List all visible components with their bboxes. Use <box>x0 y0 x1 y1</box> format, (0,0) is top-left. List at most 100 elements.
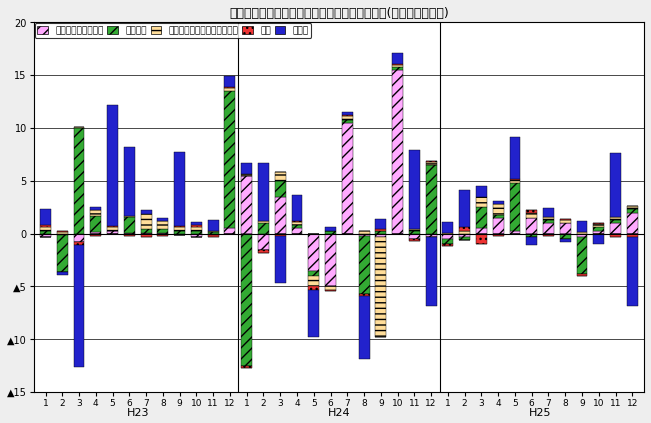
Bar <box>242 233 252 366</box>
Bar <box>627 213 638 233</box>
Bar <box>526 211 537 213</box>
Bar <box>74 128 85 233</box>
Bar <box>174 231 185 233</box>
Bar <box>526 218 537 233</box>
Bar <box>57 231 68 233</box>
Bar <box>476 207 487 228</box>
Bar <box>359 296 370 360</box>
Bar <box>292 195 303 221</box>
Bar <box>560 220 571 223</box>
Bar <box>593 233 604 244</box>
Bar <box>292 222 303 225</box>
Bar <box>476 186 487 197</box>
Bar <box>74 245 85 367</box>
Bar <box>208 220 219 231</box>
Bar <box>292 225 303 228</box>
Bar <box>476 228 487 233</box>
Bar <box>443 244 453 246</box>
Bar <box>459 231 470 233</box>
Bar <box>577 274 587 276</box>
Bar <box>459 237 470 240</box>
Bar <box>426 161 437 162</box>
Bar <box>174 233 185 235</box>
Bar <box>493 215 504 218</box>
Bar <box>577 221 587 231</box>
Bar <box>107 227 118 231</box>
Bar <box>124 217 135 233</box>
Bar <box>476 197 487 207</box>
Bar <box>543 233 554 236</box>
Bar <box>426 233 437 237</box>
Bar <box>124 147 135 216</box>
Bar <box>610 223 621 233</box>
Bar <box>158 233 169 236</box>
Bar <box>409 229 420 231</box>
Title: 三重県鉱工業生産の業種別前月比寄与度の推移(季節調整済指数): 三重県鉱工業生産の業種別前月比寄与度の推移(季節調整済指数) <box>229 7 449 20</box>
Bar <box>107 226 118 227</box>
Bar <box>493 201 504 204</box>
Bar <box>225 88 236 91</box>
Bar <box>74 242 85 245</box>
Bar <box>208 233 219 235</box>
Bar <box>90 207 102 211</box>
Bar <box>40 227 51 231</box>
Bar <box>325 231 336 233</box>
Bar <box>342 112 353 115</box>
Bar <box>543 223 554 233</box>
Bar <box>443 239 453 244</box>
Bar <box>191 227 202 231</box>
Bar <box>409 239 420 241</box>
Bar <box>409 233 420 239</box>
Bar <box>543 220 554 223</box>
Bar <box>560 219 571 220</box>
Bar <box>577 237 587 274</box>
Bar <box>242 173 252 176</box>
Bar <box>107 231 118 233</box>
Bar <box>325 233 336 286</box>
Bar <box>342 116 353 120</box>
Bar <box>191 231 202 233</box>
Bar <box>409 150 420 229</box>
Bar <box>40 233 51 237</box>
Bar <box>57 233 68 235</box>
Bar <box>392 70 403 233</box>
Bar <box>459 190 470 227</box>
Bar <box>426 165 437 233</box>
Bar <box>208 235 219 237</box>
Bar <box>426 162 437 165</box>
Bar <box>376 219 386 229</box>
Bar <box>258 250 269 253</box>
Bar <box>493 218 504 233</box>
Bar <box>258 223 269 233</box>
Bar <box>208 231 219 233</box>
Bar <box>342 123 353 233</box>
Bar <box>57 272 68 275</box>
Bar <box>510 183 520 231</box>
Bar <box>376 237 386 337</box>
Bar <box>459 227 470 231</box>
Bar <box>593 224 604 227</box>
Text: H24: H24 <box>327 408 350 418</box>
Bar <box>376 233 386 237</box>
Bar <box>459 233 470 237</box>
Legend: 電子部品・デバイス, 輸送機械, はん用・生産用・業務用機械, 化学, その他: 電子部品・デバイス, 輸送機械, はん用・生産用・業務用機械, 化学, その他 <box>35 23 311 38</box>
Bar <box>90 211 102 216</box>
Bar <box>174 226 185 227</box>
Bar <box>543 217 554 220</box>
Bar <box>392 64 403 65</box>
Bar <box>40 209 51 225</box>
Bar <box>593 231 604 233</box>
Bar <box>258 221 269 223</box>
Bar <box>510 179 520 180</box>
Bar <box>275 197 286 233</box>
Bar <box>443 222 453 233</box>
Bar <box>292 228 303 233</box>
Text: H23: H23 <box>126 408 149 418</box>
Bar <box>510 137 520 179</box>
Bar <box>359 236 370 294</box>
Bar <box>560 239 571 242</box>
Bar <box>90 233 102 236</box>
Bar <box>57 235 68 272</box>
Bar <box>90 216 102 231</box>
Bar <box>225 228 236 233</box>
